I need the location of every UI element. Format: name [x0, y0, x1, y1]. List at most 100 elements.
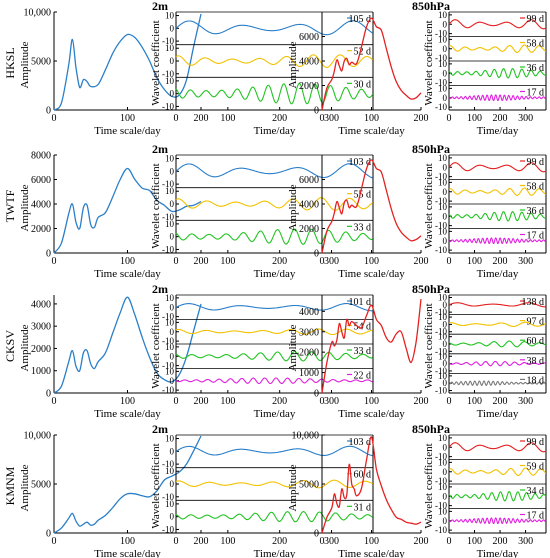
- wavelet-y-tick-label: 10: [165, 11, 175, 21]
- amplitude-line: [53, 296, 202, 394]
- amplitude-line: [321, 159, 422, 254]
- amplitude-y-tick-label: 2000: [299, 81, 319, 92]
- wavelet-period-label: 33 d: [354, 222, 372, 233]
- amplitude-line: [53, 435, 202, 534]
- wavelet-y-tick-label: -10: [435, 102, 447, 112]
- wavelet-y-tick-label: 10: [438, 482, 448, 492]
- amplitude-y-label: Amplitude: [19, 324, 31, 371]
- wavelet-period-label: 33 d: [354, 346, 372, 357]
- wavelet-x-tick-label: 200: [272, 536, 287, 547]
- wavelet-y-tick-label: -10: [162, 36, 174, 46]
- wavelet-y-tick-label: 0: [443, 236, 448, 246]
- wavelet-series-line: [175, 328, 373, 336]
- wavelet-y-tick-label: -10: [435, 452, 447, 462]
- wavelet-period-label: 17 d: [527, 88, 545, 99]
- wavelet-series-line: [448, 94, 546, 102]
- amplitude-y-tick-label: 8000: [31, 151, 51, 162]
- wavelet-x-tick-label: 100: [220, 396, 235, 407]
- wavelet-period-label: 55 d: [354, 190, 372, 201]
- wavelet-y-tick-label: 10: [438, 457, 448, 467]
- wavelet-x-tick-label: 0: [447, 113, 452, 124]
- wavelet-x-tick-label: 0: [174, 256, 179, 267]
- wavelet-x-tick-label: 0: [447, 396, 452, 407]
- station-label: CKSV: [3, 330, 17, 362]
- wavelet-x-label: Time/day: [477, 548, 519, 558]
- wavelet-x-label: Time/day: [477, 125, 519, 137]
- wavelet-x-tick-label: 300: [324, 256, 339, 267]
- amplitude-y-tick-label: 1000: [31, 366, 51, 377]
- panel-height-label-850hpa: 850hPa: [412, 282, 450, 296]
- wavelet-period-label: 36 d: [527, 63, 545, 74]
- wavelet-y-tick-label: -10: [435, 307, 447, 317]
- wavelet-x-label: Time/day: [477, 408, 519, 420]
- wavelet-y-tick-label: 10: [165, 499, 175, 509]
- amplitude-y-tick-label: 3000: [299, 327, 319, 338]
- wavelet-x-tick-label: 200: [493, 396, 508, 407]
- wavelet-series-line: [449, 321, 546, 327]
- wavelet-y-tick-label: 10: [438, 202, 448, 212]
- wavelet-x-tick-label: 200: [272, 113, 287, 124]
- wavelet-x-tick-label: 300: [518, 256, 533, 267]
- amplitude-y-tick-label: 10,000: [292, 431, 320, 442]
- amplitude-x-label: Time scale/day: [338, 125, 405, 137]
- amplitude-y-tick-label: 5000: [31, 57, 51, 68]
- wavelet-y-tick-label: 0: [170, 446, 175, 456]
- panel-height-label-2m: 2m: [152, 0, 168, 13]
- wavelet-y-tick-label: 0: [170, 232, 175, 242]
- wavelet-y-tick-label: -10: [435, 366, 447, 376]
- panel-height-label-850hpa: 850hPa: [412, 422, 450, 436]
- station-label: HKSL: [3, 47, 17, 78]
- wavelet-y-tick-label: 10: [165, 366, 175, 376]
- amplitude-x-tick-label: 0: [52, 396, 57, 407]
- amplitude-y-label: Amplitude: [287, 324, 299, 371]
- amplitude-y-tick-label: 0: [314, 249, 319, 260]
- wavelet-y-tick-label: -10: [435, 172, 447, 182]
- amplitude-y-label: Amplitude: [287, 464, 299, 511]
- wavelet-x-label: Time/day: [254, 408, 296, 420]
- amplitude-y-tick-label: 4000: [31, 299, 51, 310]
- wavelet-series-line: [448, 302, 546, 308]
- wavelet-period-label: 99 d: [527, 14, 545, 25]
- wavelet-period-label: 97 d: [527, 317, 545, 328]
- wavelet-y-tick-label: 10: [165, 317, 175, 327]
- amplitude-y-tick-label: 4000: [299, 307, 319, 318]
- amplitude-y-label: Amplitude: [287, 184, 299, 231]
- amplitude-y-tick-label: 3000: [31, 322, 51, 333]
- wavelet-period-label: 17 d: [527, 511, 545, 522]
- wavelet-x-tick-label: 0: [174, 113, 179, 124]
- wavelet-y-tick-label: -10: [435, 346, 447, 356]
- wavelet-y-label: Wavelet coefficient: [150, 20, 162, 105]
- wavelet-y-tick-label: 0: [170, 166, 175, 176]
- amplitude-line: [53, 167, 202, 254]
- wavelet-y-tick-label: 0: [443, 467, 448, 477]
- amplitude-y-tick-label: 0: [46, 529, 51, 540]
- wavelet-y-tick-label: -10: [162, 524, 174, 534]
- amplitude-x-tick-label: 100: [120, 536, 135, 547]
- amplitude-x-tick-label: 0: [52, 536, 57, 547]
- wavelet-y-tick-label: -10: [162, 385, 174, 395]
- wavelet-x-tick-label: 100: [467, 396, 482, 407]
- wavelet-y-tick-label: -10: [162, 179, 174, 189]
- amplitude-y-tick-label: 0: [314, 389, 319, 400]
- wavelet-period-label: 17 d: [527, 231, 545, 242]
- wavelet-x-tick-label: 300: [324, 113, 339, 124]
- amplitude-y-tick-label: 0: [314, 106, 319, 117]
- wavelet-y-tick-label: 10: [438, 433, 448, 443]
- wavelet-x-tick-label: 300: [518, 113, 533, 124]
- panel-height-label-2m: 2m: [152, 142, 168, 156]
- wavelet-period-label: 60 d: [527, 336, 545, 347]
- wavelet-series-line: [175, 303, 373, 312]
- wavelet-y-tick-label: -10: [162, 361, 174, 371]
- wavelet-y-tick-label: 10: [165, 219, 175, 229]
- wavelet-x-label: Time/day: [254, 268, 296, 280]
- wavelet-x-tick-label: 200: [493, 113, 508, 124]
- wavelet-x-tick-label: 100: [220, 113, 235, 124]
- wavelet-y-tick-label: 0: [443, 187, 448, 197]
- wavelet-series-line: [448, 211, 547, 222]
- wavelet-y-tick-label: -10: [162, 69, 174, 79]
- station-label: TWTF: [3, 189, 17, 222]
- wavelet-y-tick-label: 10: [165, 76, 175, 86]
- wavelet-y-tick-label: 10: [165, 186, 175, 196]
- wavelet-series-line: [448, 360, 546, 367]
- wavelet-series-line: [175, 54, 374, 68]
